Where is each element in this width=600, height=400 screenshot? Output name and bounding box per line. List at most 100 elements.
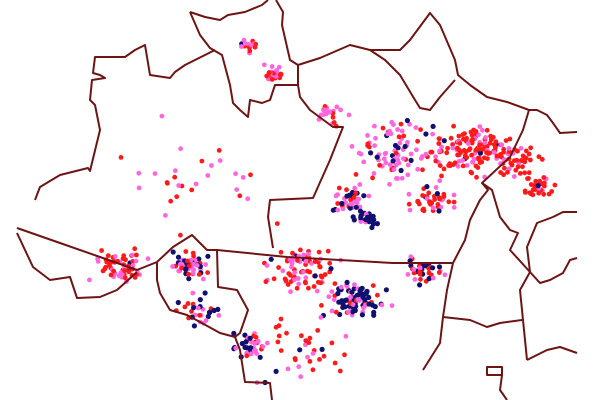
fire-point-pink <box>373 135 378 141</box>
fire-point-navy <box>340 300 346 306</box>
fire-point-red <box>186 271 191 277</box>
fire-point-red <box>321 353 327 359</box>
fire-point-pink <box>133 258 139 264</box>
fire-point-red <box>456 133 462 139</box>
fire-point-navy <box>243 339 249 345</box>
fire-point-red <box>541 191 547 197</box>
border-acre-amazonas <box>16 227 158 271</box>
fire-point-red <box>541 175 547 180</box>
fire-point-red <box>105 253 111 258</box>
fire-point-red <box>479 159 485 165</box>
fire-point-red <box>435 202 441 207</box>
fire-point-pink <box>296 364 302 370</box>
fire-point-red <box>432 197 437 202</box>
fire-point-pink <box>176 183 182 188</box>
fire-point-pink <box>327 109 333 115</box>
fire-point-navy <box>358 215 364 221</box>
fire-point-pink <box>349 144 355 149</box>
fire-point-pink <box>430 205 436 211</box>
fire-point-pink <box>381 156 387 162</box>
fire-point-red <box>306 340 312 346</box>
fire-point-red <box>330 114 336 120</box>
fire-point-red <box>493 139 499 145</box>
fire-point-pink <box>391 167 397 172</box>
fire-point-pink <box>518 145 524 151</box>
fire-point-red <box>460 163 466 169</box>
fire-point-red <box>318 280 323 286</box>
border-roraima <box>189 0 269 21</box>
fire-point-red <box>283 278 289 283</box>
fire-point-navy <box>535 183 541 189</box>
fire-point-pink <box>276 64 282 70</box>
fire-point-red <box>312 259 318 264</box>
fire-point-pink <box>480 127 485 133</box>
fire-point-navy <box>242 332 248 338</box>
fire-point-red <box>336 185 342 191</box>
fire-point-pink <box>406 191 412 197</box>
fire-point-red <box>132 275 138 280</box>
fire-point-pink <box>334 104 340 110</box>
fire-point-pink <box>430 131 435 137</box>
fire-point-pink <box>387 181 392 187</box>
fire-point-pink <box>348 294 353 300</box>
fire-point-red <box>317 264 323 270</box>
fire-point-red <box>302 279 308 285</box>
fire-point-red <box>462 153 468 159</box>
fire-point-red <box>292 356 298 361</box>
fire-point-red <box>445 145 450 151</box>
fire-point-red <box>332 281 338 286</box>
fire-point-pink <box>305 354 310 360</box>
fire-point-pink <box>405 139 410 145</box>
fire-point-red <box>522 159 528 165</box>
fire-point-pink <box>405 272 411 277</box>
fire-point-pink <box>338 284 344 290</box>
fire-point-navy <box>328 266 334 272</box>
fire-point-red <box>528 145 534 151</box>
fire-point-pink <box>233 345 239 351</box>
fire-point-red <box>197 312 203 318</box>
fire-point-navy <box>335 290 341 297</box>
fire-point-navy <box>436 208 442 214</box>
fire-point-pink <box>465 141 471 146</box>
fire-point-red <box>484 127 490 133</box>
fire-point-pink <box>372 123 377 129</box>
fire-point-red <box>333 309 339 315</box>
border-goias-south <box>499 374 508 400</box>
fire-point-navy <box>368 150 374 156</box>
border-amazonas-para <box>267 84 344 249</box>
fire-point-red <box>307 269 313 275</box>
fire-point-navy <box>371 312 377 318</box>
fire-point-pink <box>393 162 399 168</box>
fire-point-pink <box>455 163 461 169</box>
fire-point-pink <box>170 264 176 269</box>
fire-point-red <box>488 137 494 143</box>
fire-point-red <box>522 170 528 176</box>
fire-point-navy <box>273 368 279 374</box>
fire-point-pink <box>407 207 413 213</box>
fire-point-red <box>468 169 474 175</box>
fire-point-navy <box>186 276 192 282</box>
fire-point-navy <box>426 276 432 282</box>
fire-point-red <box>277 72 283 78</box>
fire-point-red <box>276 333 282 339</box>
fire-point-red <box>396 134 402 140</box>
fire-point-red <box>306 285 311 291</box>
fire-point-pink <box>251 348 257 354</box>
fire-point-red <box>415 138 420 144</box>
fire-point-red <box>331 120 337 125</box>
fire-point-pink <box>310 351 316 356</box>
fire-point-pink <box>292 270 298 275</box>
fire-point-pink <box>343 333 349 339</box>
fire-point-navy <box>196 256 202 262</box>
fire-point-red <box>199 158 205 164</box>
fire-point-navy <box>191 305 197 311</box>
fire-point-red <box>274 221 280 227</box>
fire-point-red <box>455 152 460 158</box>
fire-point-red <box>509 162 515 168</box>
fire-point-red <box>104 259 110 265</box>
fire-point-red <box>168 198 174 204</box>
fire-point-navy <box>205 313 211 320</box>
fire-point-navy <box>423 131 429 137</box>
border-goias-north <box>442 316 523 328</box>
